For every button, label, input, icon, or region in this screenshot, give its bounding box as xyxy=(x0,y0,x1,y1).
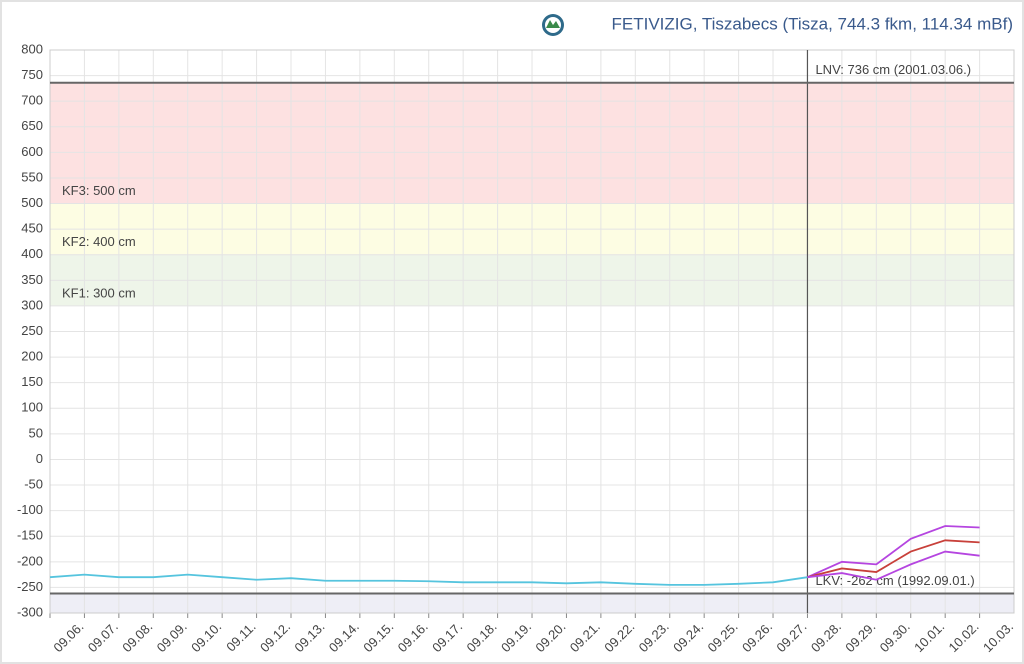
y-tick-label: 150 xyxy=(21,374,43,389)
y-tick-label: -50 xyxy=(24,476,43,491)
y-tick-label: -300 xyxy=(17,604,43,619)
series-line xyxy=(49,573,808,586)
y-tick-label: 250 xyxy=(21,323,43,338)
y-tick-label: 350 xyxy=(21,272,43,287)
reference-label: LNV: 736 cm (2001.03.06.) xyxy=(815,62,971,77)
series-line xyxy=(807,525,980,578)
y-tick-label: 200 xyxy=(21,349,43,364)
series-line xyxy=(807,550,980,581)
y-tick-label: -150 xyxy=(17,528,43,543)
reference-label: LKV: -262 cm (1992.09.01.) xyxy=(815,573,974,588)
band-label: KF1: 300 cm xyxy=(62,285,136,300)
y-tick-label: 550 xyxy=(21,169,43,184)
y-tick-label: 800 xyxy=(21,41,43,56)
logo xyxy=(542,14,564,36)
y-tick-label: -200 xyxy=(17,553,43,568)
y-tick-label: 650 xyxy=(21,118,43,133)
y-tick-label: 0 xyxy=(36,451,43,466)
y-tick-label: 450 xyxy=(21,221,43,236)
y-tick-label: 600 xyxy=(21,144,43,159)
y-tick-label: -100 xyxy=(17,502,43,517)
logo-tree xyxy=(546,20,560,28)
series-line xyxy=(807,539,980,579)
y-tick-label: 300 xyxy=(21,297,43,312)
y-tick-label: 100 xyxy=(21,400,43,415)
band-label: KF3: 500 cm xyxy=(62,183,136,198)
chart-title: FETIVIZIG, Tiszabecs (Tisza, 744.3 fkm, … xyxy=(611,14,1013,33)
y-tick-label: 50 xyxy=(29,425,43,440)
y-tick-label: 750 xyxy=(21,67,43,82)
y-tick-label: 500 xyxy=(21,195,43,210)
y-tick-label: -250 xyxy=(17,579,43,594)
plot-border xyxy=(49,49,1015,614)
band-label: KF2: 400 cm xyxy=(62,234,136,249)
y-tick-label: 400 xyxy=(21,246,43,261)
y-tick-label: 700 xyxy=(21,93,43,108)
